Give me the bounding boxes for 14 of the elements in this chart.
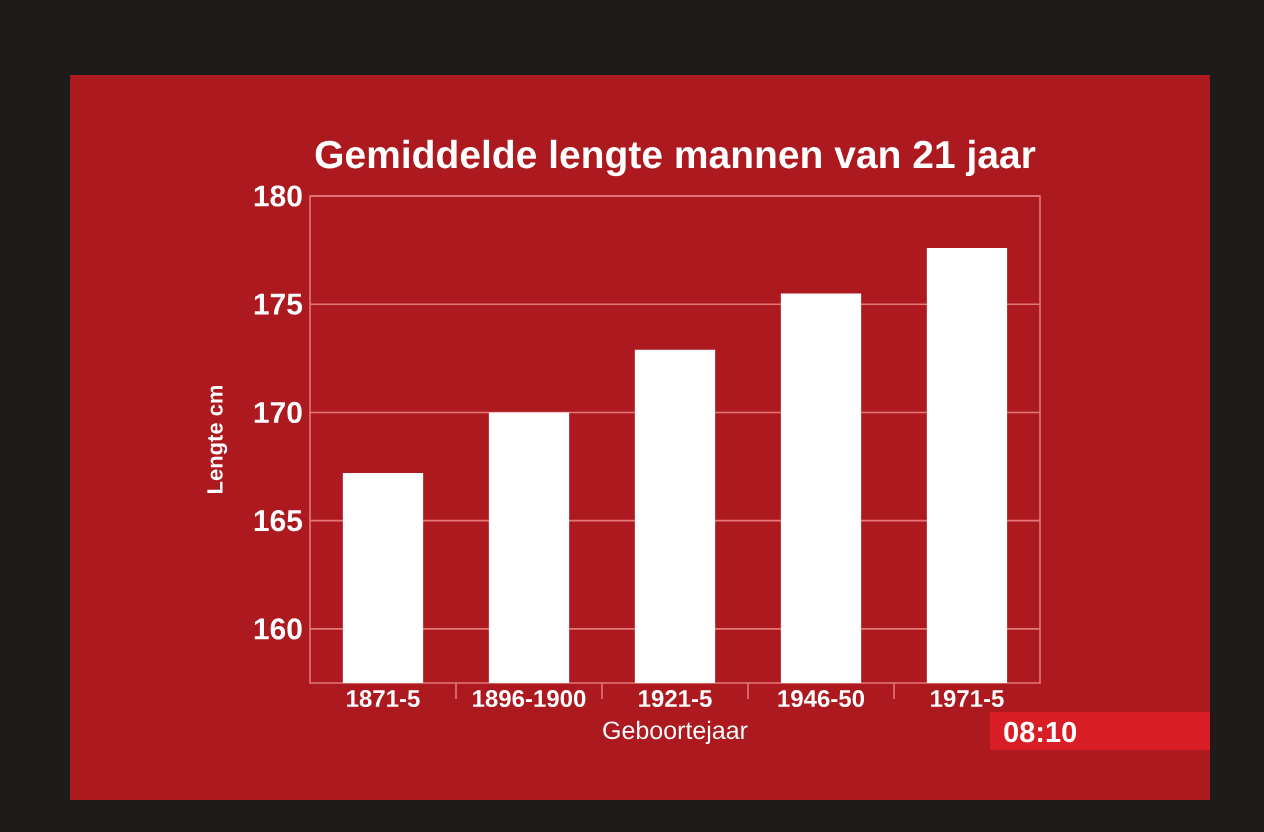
- x-tick-label: 1921-5: [639, 690, 712, 708]
- y-axis-title: Lengte cm: [207, 385, 228, 494]
- y-tick-label: 180: [254, 185, 302, 207]
- y-tick-label: 175: [254, 293, 303, 315]
- x-axis-title: Geboortejaar: [603, 720, 748, 745]
- chart-title: Gemiddelde lengte mannen van 21 jaar: [315, 139, 1036, 177]
- y-tick-label: 160: [254, 618, 302, 640]
- y-tick-label: 170: [254, 401, 302, 424]
- x-tick-label: 1971-5: [931, 690, 1004, 708]
- text: 08:10: [1004, 721, 1077, 743]
- y-tick-label: 165: [254, 510, 303, 532]
- x-tick-label: 1871-5: [347, 690, 420, 708]
- x-tick-label: 1946-50: [778, 690, 865, 708]
- x-tick-label: 1896-1900: [473, 690, 586, 708]
